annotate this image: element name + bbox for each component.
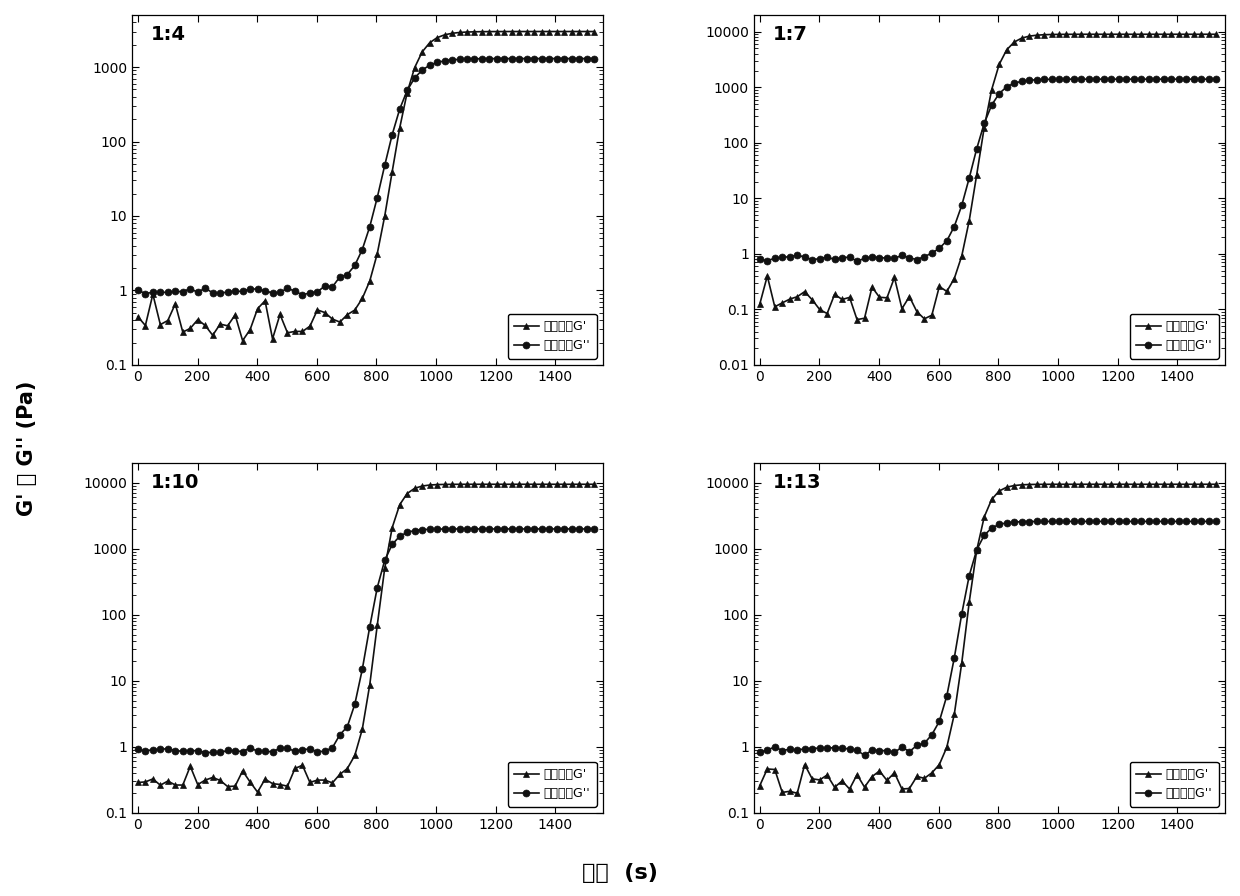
损耗模量G'': [362, 221, 377, 232]
储能模量G': [849, 314, 864, 325]
损耗模量G'': [587, 53, 601, 64]
储能模量G': [534, 478, 549, 489]
储能模量G': [753, 780, 768, 791]
损耗模量G'': [534, 53, 549, 64]
损耗模量G'': [1156, 516, 1171, 527]
损耗模量G'': [167, 745, 182, 756]
储能模量G': [753, 298, 768, 309]
损耗模量G'': [1156, 73, 1171, 84]
储能模量G': [1209, 29, 1224, 39]
储能模量G': [1209, 478, 1224, 489]
储能模量G': [1156, 478, 1171, 489]
储能模量G': [414, 47, 429, 57]
损耗模量G'': [228, 745, 243, 756]
损耗模量G'': [753, 746, 768, 757]
Line: 损耗模量G'': 损耗模量G'': [756, 518, 1219, 759]
Legend: 储能模量G', 损耗模量G'': 储能模量G', 损耗模量G'': [507, 314, 596, 358]
储能模量G': [221, 321, 236, 332]
损耗模量G'': [842, 744, 857, 754]
储能模量G': [258, 296, 273, 306]
Line: 损耗模量G'': 损耗模量G'': [756, 75, 1219, 264]
储能模量G': [250, 787, 265, 797]
Line: 储能模量G': 储能模量G': [134, 481, 598, 796]
损耗模量G'': [167, 286, 182, 297]
Legend: 储能模量G', 损耗模量G'': 储能模量G', 损耗模量G'': [507, 762, 596, 806]
储能模量G': [797, 759, 812, 770]
Line: 损耗模量G'': 损耗模量G'': [134, 525, 598, 756]
损耗模量G'': [985, 522, 999, 533]
损耗模量G'': [753, 254, 768, 265]
损耗模量G'': [295, 289, 310, 300]
损耗模量G'': [842, 252, 857, 263]
储能模量G': [362, 679, 377, 690]
损耗模量G'': [414, 65, 429, 75]
损耗模量G'': [534, 523, 549, 534]
储能模量G': [1037, 479, 1052, 490]
损耗模量G'': [790, 250, 805, 261]
Text: 1:7: 1:7: [773, 25, 807, 45]
储能模量G': [130, 312, 145, 323]
损耗模量G'': [414, 524, 429, 535]
储能模量G': [842, 292, 857, 303]
储能模量G': [587, 478, 601, 489]
Text: 时间  (s): 时间 (s): [582, 863, 658, 883]
储能模量G': [258, 774, 273, 785]
Line: 储能模量G': 储能模量G': [134, 28, 598, 344]
Legend: 储能模量G', 损耗模量G'': 储能模量G', 损耗模量G'': [1130, 314, 1219, 358]
Text: 1:13: 1:13: [773, 473, 821, 493]
储能模量G': [849, 770, 864, 780]
储能模量G': [587, 26, 601, 37]
损耗模量G'': [587, 523, 601, 534]
储能模量G': [130, 777, 145, 788]
损耗模量G'': [879, 253, 894, 263]
Text: 1:10: 1:10: [151, 473, 200, 493]
损耗模量G'': [130, 285, 145, 296]
储能模量G': [221, 781, 236, 792]
损耗模量G'': [1209, 73, 1224, 84]
储能模量G': [790, 788, 805, 798]
损耗模量G'': [197, 747, 212, 758]
损耗模量G'': [362, 621, 377, 632]
Line: 储能模量G': 储能模量G': [756, 481, 1219, 797]
储能模量G': [879, 775, 894, 786]
Legend: 储能模量G', 损耗模量G'': 储能模量G', 损耗模量G'': [1130, 762, 1219, 806]
损耗模量G'': [849, 255, 864, 266]
储能模量G': [879, 292, 894, 303]
损耗模量G'': [221, 287, 236, 297]
Line: 损耗模量G'': 损耗模量G'': [134, 55, 598, 298]
损耗模量G'': [1037, 74, 1052, 85]
储能模量G': [985, 84, 999, 95]
储能模量G': [167, 780, 182, 790]
储能模量G': [362, 276, 377, 287]
损耗模量G'': [879, 745, 894, 756]
储能模量G': [167, 298, 182, 309]
储能模量G': [1156, 29, 1171, 39]
损耗模量G'': [1037, 516, 1052, 527]
损耗模量G'': [130, 744, 145, 754]
损耗模量G'': [985, 99, 999, 110]
Text: G' 和 G'' (Pa): G' 和 G'' (Pa): [17, 380, 37, 516]
储能模量G': [790, 291, 805, 302]
损耗模量G'': [857, 750, 872, 761]
Line: 储能模量G': 储能模量G': [756, 30, 1219, 323]
损耗模量G'': [250, 284, 265, 295]
储能模量G': [985, 494, 999, 504]
储能模量G': [1037, 30, 1052, 40]
储能模量G': [414, 480, 429, 491]
损耗模量G'': [1209, 516, 1224, 527]
Text: 1:4: 1:4: [151, 25, 186, 45]
损耗模量G'': [790, 745, 805, 755]
储能模量G': [534, 26, 549, 37]
储能模量G': [236, 335, 250, 346]
损耗模量G'': [258, 746, 273, 757]
